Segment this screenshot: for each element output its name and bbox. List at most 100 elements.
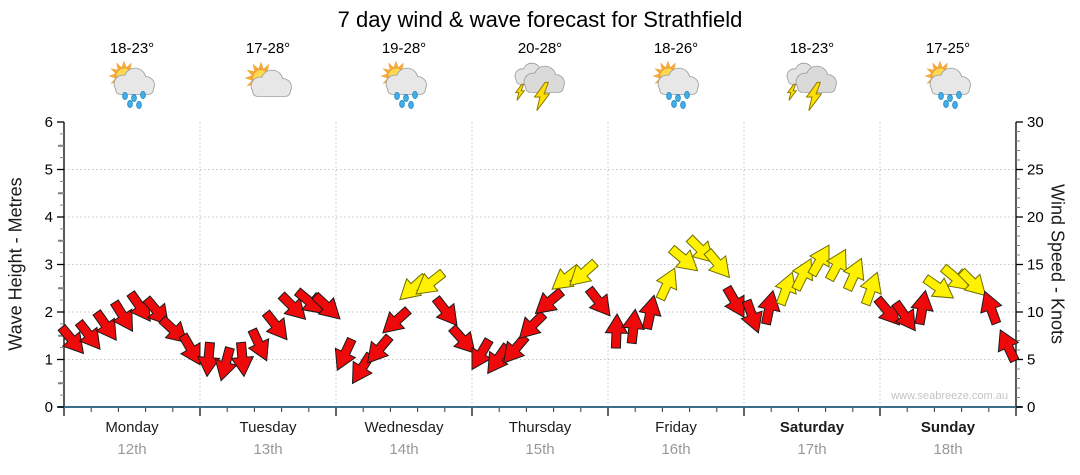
weather-icon-storm	[786, 62, 837, 112]
wind-arrow	[230, 341, 255, 378]
right-axis-ticks: 0 5 10 15 20 25 30	[1016, 114, 1044, 416]
temp-range-label: 18-26°	[653, 40, 699, 57]
left-tick-label: 2	[45, 304, 53, 321]
wind-arrow	[842, 257, 865, 293]
wind-arrow	[487, 342, 512, 375]
wind-arrow	[109, 299, 134, 333]
raindrops	[666, 91, 690, 110]
day-header-wednesday: 19-28°	[336, 40, 472, 116]
day-date-label: 13th	[253, 441, 283, 458]
wind-arrow	[722, 284, 745, 319]
left-tick-label: 4	[45, 209, 53, 226]
day-header-friday: 18-26°	[608, 40, 744, 116]
lightning-bolt	[533, 81, 551, 112]
day-name-label: Tuesday	[239, 419, 297, 436]
wind-arrow	[584, 285, 611, 317]
page-title: 7 day wind & wave forecast for Strathfie…	[337, 7, 743, 32]
weather-icon-sun-cloud-rain	[108, 60, 155, 110]
cloud-shape	[250, 69, 292, 97]
wind-arrow	[638, 294, 662, 331]
wind-arrow	[334, 336, 357, 372]
wind-arrow	[431, 295, 458, 327]
day-date-label: 17th	[797, 441, 827, 458]
wind-arrow	[261, 309, 288, 341]
right-tick-label: 10	[1027, 304, 1044, 321]
right-tick-label: 20	[1027, 209, 1044, 226]
wind-arrow	[655, 267, 678, 302]
day-header-monday: 18-23°	[64, 40, 200, 116]
wind-arrow	[382, 306, 412, 334]
weather-icon-sun-cloud	[244, 61, 292, 97]
wind-arrow	[366, 333, 394, 364]
day-date-label: 14th	[389, 441, 419, 458]
wind-arrow	[196, 341, 221, 378]
wind-arrow	[142, 295, 170, 326]
day-date-label: 12th	[117, 441, 147, 458]
wind-arrow	[997, 328, 1020, 364]
day-header-tuesday: 17-28°	[200, 40, 336, 116]
left-tick-label: 0	[45, 399, 53, 416]
bottom-axis-ticks	[63, 408, 1017, 416]
wind-arrow	[178, 332, 201, 366]
temp-range-label: 18-23°	[109, 40, 155, 57]
day-name-label: Friday	[655, 419, 697, 436]
raindrops	[394, 91, 418, 110]
raindrops	[122, 91, 146, 110]
day-name-label: Monday	[105, 419, 159, 436]
right-tick-label: 30	[1027, 114, 1044, 131]
left-tick-label: 3	[45, 257, 53, 274]
wind-arrow	[277, 291, 307, 321]
right-tick-label: 15	[1027, 257, 1044, 274]
weather-icon-sun-cloud-rain	[652, 60, 699, 110]
right-tick-label: 5	[1027, 352, 1035, 369]
day-header-sunday: 17-25°	[880, 40, 1016, 116]
wind-arrow	[74, 318, 101, 350]
day-name-label: Sunday	[920, 419, 976, 436]
wind-arrow	[703, 247, 731, 279]
weather-icon-sun-cloud-rain	[380, 60, 427, 110]
lightning-bolt	[786, 83, 798, 101]
wind-arrow	[807, 244, 830, 278]
wind-arrow	[569, 258, 599, 287]
day-name-label: Wednesday	[364, 419, 444, 436]
wind-arrow	[667, 244, 699, 272]
day-header-thursday: 20-28°	[472, 40, 608, 116]
wind-arrow	[604, 313, 629, 349]
wind-arrow	[910, 289, 934, 326]
horizontal-gridlines	[64, 169, 1016, 360]
cloud-shape	[113, 67, 155, 95]
left-axis-ticks: 0 1 2 3 4 5 6	[45, 114, 64, 416]
wind-arrow	[957, 267, 987, 297]
wind-arrow	[415, 268, 447, 295]
wind-arrow	[448, 324, 476, 354]
wind-arrow	[158, 315, 188, 344]
wind-arrow	[740, 298, 763, 334]
right-tick-label: 25	[1027, 162, 1044, 179]
temp-range-label: 17-28°	[245, 40, 291, 57]
wind-arrow	[859, 271, 882, 307]
wind-arrow	[534, 287, 566, 315]
cloud-shape	[657, 67, 699, 95]
left-tick-label: 1	[45, 352, 53, 369]
weather-icon-sun-cloud-rain	[924, 60, 971, 110]
day-date-label: 16th	[661, 441, 691, 458]
wind-arrow	[873, 295, 901, 326]
day-name-label: Saturday	[779, 419, 845, 436]
temp-range-label: 18-23°	[789, 40, 835, 57]
wind-arrow	[891, 299, 916, 332]
lightning-bolt	[514, 83, 526, 101]
wind-arrow	[980, 290, 1003, 326]
wind-arrow	[247, 327, 270, 362]
day-date-label: 15th	[525, 441, 555, 458]
temp-range-label: 19-28°	[381, 40, 427, 57]
temp-range-label: 17-25°	[925, 40, 971, 57]
right-tick-label: 0	[1027, 399, 1035, 416]
wind-arrow	[757, 289, 781, 326]
cloud-shape	[929, 67, 971, 95]
day-date-label: 18th	[933, 441, 963, 458]
lightning-bolt	[805, 81, 823, 112]
day-header-saturday: 18-23°	[744, 40, 880, 116]
watermark: www.seabreeze.com.au	[890, 390, 1008, 402]
